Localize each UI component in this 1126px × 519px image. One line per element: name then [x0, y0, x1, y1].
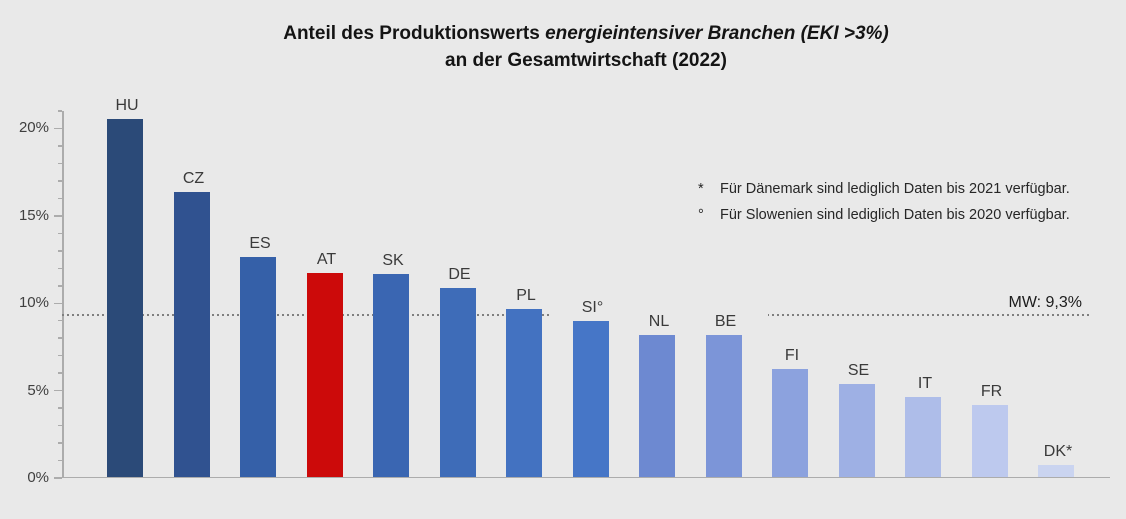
bar-label-hu: HU	[85, 96, 169, 115]
bar-label-es: ES	[218, 234, 302, 253]
y-axis-minor-tick	[58, 319, 62, 322]
chart-title-line2: an der Gesamtwirtschaft (2022)	[445, 50, 727, 71]
bar-si	[572, 321, 609, 477]
y-axis-major-tick	[54, 215, 62, 217]
y-axis-minor-tick	[58, 337, 62, 339]
footnote-text: Für Dänemark sind lediglich Daten bis 20…	[720, 181, 1070, 197]
mean-value-label: MW: 9,3%	[1008, 294, 1083, 312]
bar-cz	[173, 192, 210, 477]
bar-at	[306, 272, 343, 477]
chart-title-line1: Anteil des Produktionswerts energieinten…	[62, 20, 1110, 47]
y-axis-minor-tick	[58, 250, 62, 252]
y-axis-minor-tick	[58, 354, 62, 357]
y-axis-minor-tick	[58, 285, 62, 287]
footnote-slovenia: ° Für Slowenien sind lediglich Daten bis…	[698, 206, 1070, 224]
footnote-denmark: * Für Dänemark sind lediglich Daten bis …	[698, 180, 1070, 198]
chart-title: Anteil des Produktionswerts energieinten…	[62, 20, 1110, 74]
bar-label-it: IT	[883, 374, 967, 393]
bar-hu	[107, 118, 143, 477]
footnote-asterisk-symbol: *	[698, 181, 704, 197]
bar-de	[439, 288, 476, 477]
bar-nl	[639, 335, 675, 477]
bar-label-be: BE	[683, 313, 768, 332]
bar-label-si: SI°	[550, 299, 635, 318]
y-axis-line	[62, 111, 64, 478]
bar-label-cz: CZ	[151, 170, 236, 189]
y-axis-major-tick	[54, 477, 62, 479]
y-axis-minor-tick	[58, 180, 62, 182]
y-axis-minor-tick	[58, 407, 62, 409]
y-axis-minor-tick	[58, 232, 62, 235]
bar-be	[705, 335, 742, 477]
y-axis-minor-tick	[58, 459, 62, 462]
y-axis-tick-label: 20%	[18, 119, 49, 137]
bar-label-dk: DK*	[1016, 442, 1100, 461]
y-axis-minor-tick	[58, 197, 62, 200]
bar-es	[240, 256, 276, 477]
bar-dk	[1038, 464, 1074, 477]
y-axis-minor-tick	[58, 267, 62, 270]
y-axis-major-tick	[54, 389, 62, 392]
bar-fi	[772, 368, 808, 477]
chart-title-line1-italic: energieintensiver Branchen (EKI >3%)	[545, 23, 889, 44]
bar-label-fr: FR	[949, 383, 1034, 402]
y-axis-major-tick	[54, 302, 62, 304]
y-axis-tick-label: 15%	[18, 206, 49, 224]
footnotes: * Für Dänemark sind lediglich Daten bis …	[698, 180, 1070, 232]
x-axis-baseline	[62, 476, 1110, 478]
plot-area: MW: 9,3% 0% 5% 10% 15% 20% HU CZ ES AT SK DE PL SI° N…	[19, 96, 1110, 486]
chart-title-line1-regular: Anteil des Produktionswerts	[283, 23, 546, 44]
y-axis-tick-label: 0%	[27, 469, 49, 486]
bar-label-nl: NL	[617, 313, 701, 332]
y-axis-tick-label: 5%	[27, 381, 49, 399]
y-axis-minor-tick	[58, 145, 62, 147]
bar-fr	[971, 405, 1008, 477]
bar-label-de: DE	[417, 266, 502, 285]
y-axis-tick-label: 10%	[18, 294, 49, 312]
bar-pl	[506, 309, 542, 477]
bar-label-pl: PL	[484, 287, 568, 306]
y-axis-minor-tick	[58, 110, 62, 112]
bar-sk	[373, 274, 409, 477]
footnote-text: Für Slowenien sind lediglich Daten bis 2…	[720, 207, 1070, 223]
y-axis-minor-tick	[58, 372, 62, 374]
y-axis-minor-tick	[58, 424, 62, 427]
bar-label-fi: FI	[750, 346, 834, 365]
y-axis-minor-tick	[58, 162, 62, 165]
bar-label-sk: SK	[351, 252, 435, 271]
y-axis-minor-tick	[58, 442, 62, 444]
bar-it	[905, 396, 941, 477]
y-axis-major-tick	[54, 127, 62, 130]
footnote-degree-symbol: °	[698, 207, 704, 223]
bar-label-se: SE	[816, 362, 901, 381]
bar-se	[838, 384, 875, 477]
bar-label-at: AT	[284, 250, 369, 269]
